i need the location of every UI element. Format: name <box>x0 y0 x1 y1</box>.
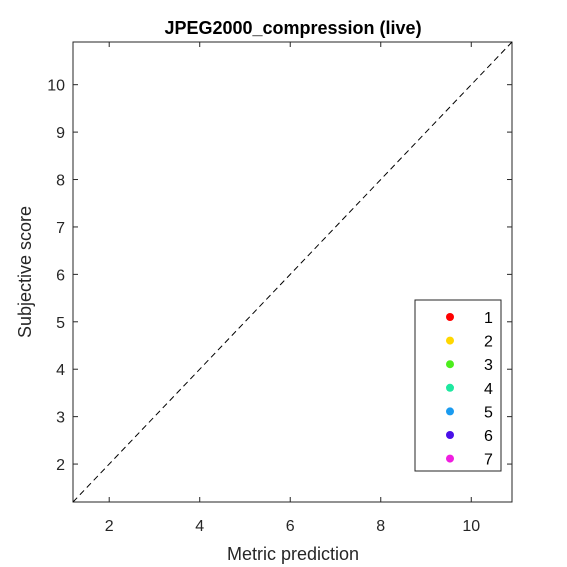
x-axis-ticks: 2 4 6 8 10 <box>105 42 480 535</box>
y-tick-label: 9 <box>56 125 65 142</box>
legend-label-4: 4 <box>484 381 493 398</box>
legend-marker-5 <box>446 407 454 416</box>
legend-marker-4 <box>446 383 454 392</box>
legend-marker-1 <box>446 313 454 321</box>
legend-label-2: 2 <box>484 334 493 351</box>
y-axis-ticks: 2 3 4 5 6 7 8 9 10 <box>47 78 512 474</box>
y-tick-label: 5 <box>56 315 65 332</box>
x-axis-label: Metric prediction <box>227 544 359 564</box>
y-tick-label: 2 <box>56 457 65 474</box>
reference-diagonal-line <box>72 41 513 503</box>
legend-label-5: 5 <box>484 404 493 421</box>
legend: 1 2 3 4 5 6 7 <box>414 299 502 472</box>
y-tick-label: 7 <box>56 220 65 237</box>
legend-box <box>414 299 502 472</box>
legend-marker-6 <box>446 431 454 439</box>
legend-marker-2 <box>446 336 454 345</box>
legend-label-1: 1 <box>484 310 493 327</box>
x-tick-label: 2 <box>105 518 114 535</box>
x-tick-label: 6 <box>286 518 295 535</box>
legend-label-7: 7 <box>484 452 493 469</box>
legend-marker-3 <box>446 360 454 369</box>
y-tick-label: 6 <box>56 267 65 284</box>
legend-marker-7 <box>446 454 454 463</box>
y-tick-label: 8 <box>56 173 65 190</box>
y-axis-label: Subjective score <box>15 206 35 338</box>
y-tick-label: 4 <box>56 362 65 379</box>
legend-label-3: 3 <box>484 357 493 374</box>
legend-items: 1 2 3 4 5 6 7 <box>446 310 493 469</box>
x-tick-label: 8 <box>376 518 385 535</box>
y-tick-label: 10 <box>47 78 65 95</box>
x-tick-label: 4 <box>195 518 204 535</box>
y-tick-label: 3 <box>56 410 65 427</box>
chart-title: JPEG2000_compression (live) <box>164 18 421 38</box>
x-tick-label: 10 <box>462 518 480 535</box>
legend-label-6: 6 <box>484 428 493 445</box>
